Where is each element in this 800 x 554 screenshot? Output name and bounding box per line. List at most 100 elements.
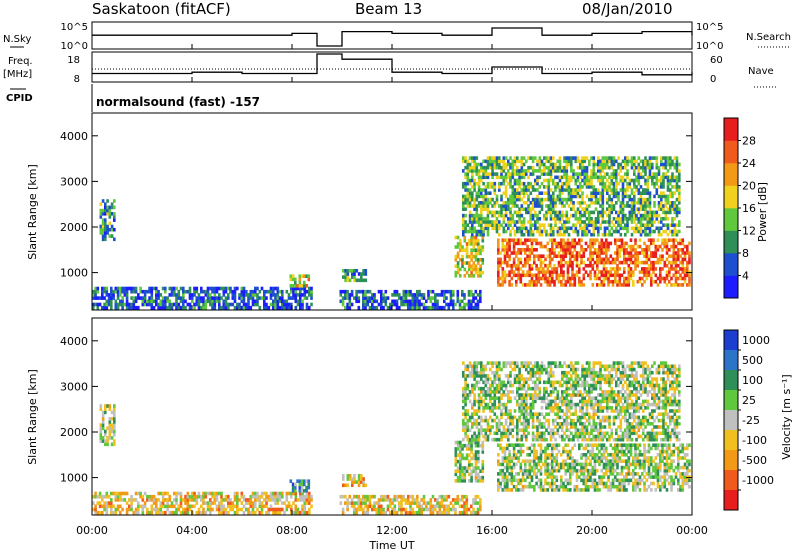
heatmap-cell [549, 217, 553, 221]
heatmap-cell [688, 273, 691, 278]
heatmap-cell [503, 260, 507, 265]
heatmap-cell [298, 274, 302, 278]
heatmap-cell [569, 279, 572, 284]
heatmap-cell [502, 217, 506, 221]
heatmap-cell [601, 220, 605, 224]
heatmap-cell [521, 459, 525, 463]
heatmap-cell [384, 494, 388, 499]
heatmap-cell [551, 270, 554, 274]
heatmap-cell [556, 232, 560, 237]
heatmap-cell [651, 172, 654, 176]
heatmap-cell [206, 491, 210, 496]
heatmap-cell [579, 159, 582, 164]
heatmap-cell [110, 417, 114, 421]
heatmap-cell [519, 449, 523, 454]
heatmap-cell [626, 217, 629, 221]
heatmap-cell [582, 481, 586, 486]
heatmap-cell [294, 289, 298, 294]
heatmap-cell [633, 156, 636, 160]
heatmap-cell [627, 263, 631, 268]
heatmap-cell [96, 494, 100, 499]
heatmap-cell [580, 468, 583, 473]
heatmap-cell [560, 241, 563, 246]
heatmap-cell [269, 491, 273, 496]
heatmap-cell [125, 289, 129, 294]
heatmap-cell [671, 201, 674, 205]
heatmap-cell [548, 462, 552, 467]
heatmap-cell [644, 226, 647, 231]
heatmap-cell [534, 220, 537, 224]
heatmap-cell [597, 169, 600, 173]
heatmap-cell [155, 299, 158, 304]
heatmap-cell [474, 443, 478, 448]
heatmap-cell [545, 197, 548, 202]
heatmap-cell [544, 478, 547, 483]
heatmap-cell [566, 462, 570, 467]
heatmap-cell [601, 207, 605, 211]
heatmap-cell [400, 494, 403, 499]
heatmap-cell [114, 491, 118, 496]
heatmap-cell [516, 188, 519, 192]
heatmap-cell [599, 178, 602, 183]
heatmap-cell [310, 289, 313, 294]
heatmap-cell [502, 213, 506, 218]
heatmap-cell [602, 251, 606, 255]
heatmap-cell [125, 302, 129, 307]
heatmap-cell [506, 260, 509, 265]
heatmap-cell [468, 178, 472, 183]
heatmap-cell [116, 289, 120, 294]
heatmap-cell [296, 479, 299, 483]
heatmap-cell [688, 283, 691, 287]
heatmap-cell [468, 254, 471, 259]
heatmap-cell [635, 213, 638, 218]
heatmap-cell [454, 264, 458, 268]
heatmap-cell [572, 201, 575, 205]
heatmap-cell [493, 156, 497, 160]
heatmap-cell [123, 293, 127, 297]
heatmap-cell [606, 220, 609, 224]
heatmap-cell [528, 251, 532, 255]
heatmap-cell [555, 484, 559, 489]
heatmap-cell [161, 510, 165, 515]
heatmap-cell [591, 244, 595, 249]
heatmap-cell [519, 248, 523, 252]
heatmap-cell [182, 510, 185, 515]
heatmap-cell [506, 263, 509, 268]
heatmap-cell [502, 220, 506, 224]
heatmap-cell [150, 494, 154, 499]
heatmap-cell [346, 302, 349, 307]
heatmap-cell [152, 501, 156, 505]
heatmap-cell [535, 248, 538, 252]
heatmap-cell [254, 491, 257, 496]
heatmap-cell [215, 507, 219, 512]
heatmap-cell [609, 488, 613, 492]
heatmap-cell [648, 194, 652, 199]
heatmap-cell [666, 217, 670, 221]
heatmap-cell [489, 220, 492, 224]
heatmap-cell [675, 175, 679, 180]
heatmap-cell [416, 289, 419, 294]
heatmap-cell [533, 449, 536, 454]
heatmap-cell [513, 223, 517, 227]
heatmap-cell [382, 293, 385, 297]
heatmap-cell [641, 478, 644, 483]
heatmap-cell [503, 456, 507, 460]
heatmap-cell [254, 302, 257, 307]
heatmap-cell [587, 449, 590, 454]
heatmap-cell [116, 491, 120, 496]
heatmap-cell [549, 194, 553, 199]
heatmap-cell [539, 459, 543, 463]
heatmap-cell [471, 197, 474, 202]
heatmap-cell [589, 276, 592, 281]
heatmap-cell [344, 296, 347, 300]
heatmap-cell [357, 483, 361, 488]
heatmap-cell [555, 468, 559, 473]
heatmap-cell [641, 283, 644, 287]
heatmap-cell [350, 302, 354, 307]
heatmap-cell [287, 501, 291, 505]
heatmap-cell [123, 491, 127, 496]
heatmap-cell [679, 241, 682, 246]
heatmap-cell [517, 472, 520, 476]
heatmap-cell [564, 251, 568, 255]
heatmap-cell [674, 257, 678, 262]
